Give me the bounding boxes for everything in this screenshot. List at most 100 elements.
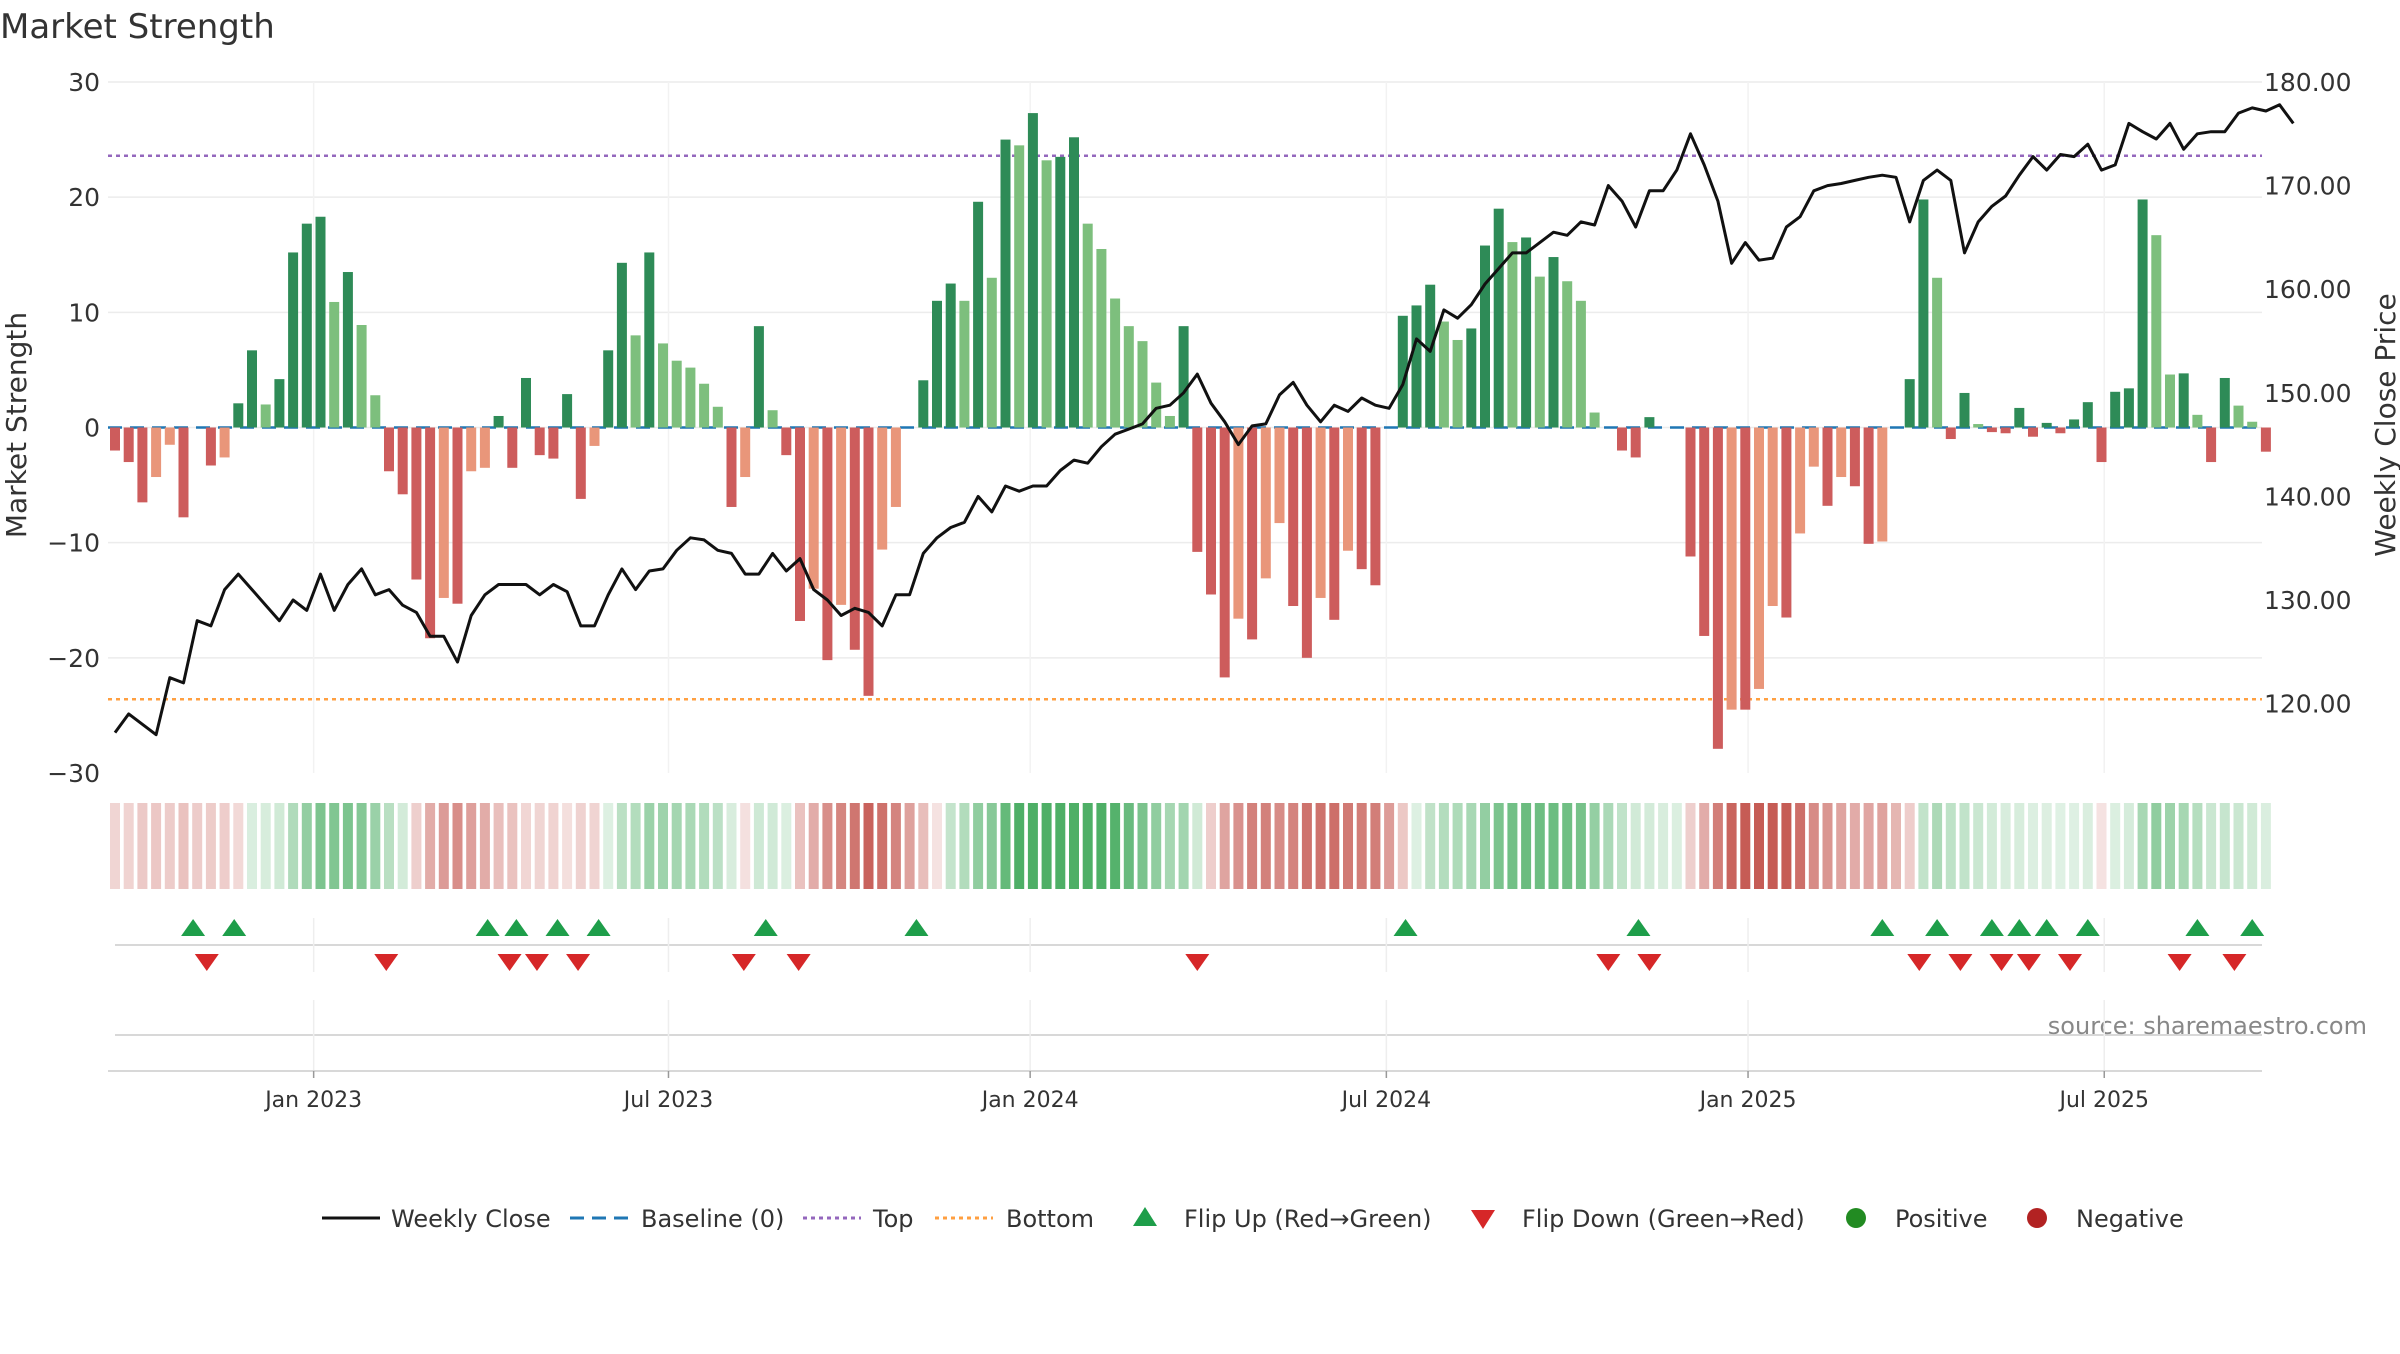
- heat-cell: [1712, 803, 1723, 889]
- heat-cell: [1480, 803, 1490, 889]
- strength-bar: [110, 427, 120, 451]
- heat-cell: [1288, 803, 1299, 889]
- strength-bar: [397, 427, 408, 495]
- strength-bar: [315, 216, 326, 428]
- heat-cell: [712, 803, 723, 889]
- strength-bar: [452, 427, 463, 604]
- heat-cell: [1986, 803, 1997, 889]
- heat-cell: [1452, 803, 1463, 889]
- heat-cell: [288, 803, 299, 889]
- flip-down-marker: [1596, 954, 1621, 971]
- flip-down-marker: [2167, 954, 2192, 971]
- strength-bar: [1123, 326, 1134, 428]
- strength-bar: [1027, 113, 1038, 428]
- strength-bar: [178, 427, 189, 518]
- heat-cell: [1206, 803, 1216, 889]
- axes: Market Strength Weekly Close Price 30 20 1…: [0, 68, 2400, 788]
- flip-up-marker: [2075, 919, 2100, 936]
- legend-positive: Positive: [1846, 1205, 1988, 1233]
- strength-bar: [151, 427, 162, 478]
- flip-up-marker: [2185, 919, 2210, 936]
- strength-bar: [2206, 427, 2217, 463]
- strength-bar: [603, 350, 614, 428]
- heat-cell: [918, 803, 929, 889]
- heat-cell: [137, 803, 148, 889]
- heat-cell: [1370, 803, 1381, 889]
- y-tick-label: 10: [68, 298, 100, 327]
- strength-bar: [781, 427, 792, 456]
- heat-cell: [1781, 803, 1792, 889]
- strength-bar: [973, 201, 984, 428]
- heat-cell: [1795, 803, 1806, 889]
- heat-cell: [1671, 803, 1682, 889]
- strength-bar: [1712, 427, 1723, 749]
- flip-down-marker: [786, 954, 811, 971]
- x-tick-label: Jul 2024: [1340, 1088, 1432, 1113]
- legend: Weekly Close Baseline (0) Top Bottom Fli…: [322, 1205, 2184, 1233]
- heat-cell: [1877, 803, 1888, 889]
- flip-down-marker: [2222, 954, 2247, 971]
- strength-bar: [877, 427, 888, 550]
- heat-cell: [849, 803, 860, 889]
- heat-cell: [1000, 803, 1011, 889]
- heat-cell: [644, 803, 655, 889]
- heat-cell: [1301, 803, 1312, 889]
- heat-cell: [521, 803, 531, 889]
- legend-bottom: Bottom: [935, 1205, 1094, 1233]
- strength-bar: [1507, 242, 1518, 428]
- heat-cell: [959, 803, 970, 889]
- y-tick-label: −30: [47, 759, 100, 788]
- legend-baseline-label: Baseline (0): [641, 1205, 784, 1233]
- heat-cell: [1411, 803, 1422, 889]
- heat-cell: [740, 803, 751, 889]
- heat-cell: [1438, 803, 1449, 889]
- y2-tick-label: 120.00: [2264, 690, 2351, 719]
- strength-bar: [2247, 421, 2258, 428]
- strength-bar: [1836, 427, 1847, 478]
- strength-heat-strip: [110, 803, 2271, 889]
- strength-bar: [1219, 427, 1230, 678]
- heat-cell: [575, 803, 586, 889]
- flip-down-marker: [497, 954, 522, 971]
- strength-bar: [740, 427, 751, 478]
- heat-cell: [2260, 803, 2271, 889]
- legend-positive-label: Positive: [1895, 1205, 1988, 1233]
- strength-bar: [534, 427, 545, 456]
- strength-bar: [1808, 427, 1819, 467]
- heat-cell: [425, 803, 436, 889]
- strength-bar: [219, 427, 230, 458]
- legend-flip-down: Flip Down (Green→Red): [1471, 1205, 1805, 1233]
- heat-cell: [1192, 803, 1203, 889]
- heat-cell: [1644, 803, 1655, 889]
- heat-cell: [1534, 803, 1545, 889]
- strength-bar: [1356, 427, 1367, 570]
- strength-bar: [1274, 427, 1285, 524]
- strength-bar: [671, 360, 682, 428]
- heat-cell: [1247, 803, 1258, 889]
- heat-cell: [1699, 803, 1710, 889]
- heat-cell: [2151, 803, 2162, 889]
- heat-cell: [1356, 803, 1367, 889]
- heat-cell: [260, 803, 271, 889]
- strength-bar: [1480, 245, 1490, 428]
- strength-bar: [288, 252, 299, 428]
- heat-cell: [836, 803, 847, 889]
- strength-bar: [137, 427, 148, 503]
- strength-bar: [1137, 341, 1148, 428]
- heat-cell: [1685, 803, 1696, 889]
- strength-bar: [123, 427, 134, 463]
- strength-bar: [466, 427, 477, 472]
- heat-cell: [1630, 803, 1641, 889]
- heat-cell: [1493, 803, 1504, 889]
- strength-bar: [301, 223, 312, 428]
- strength-bar: [1959, 392, 1970, 428]
- strength-bar: [1822, 427, 1833, 506]
- heat-cell: [1589, 803, 1600, 889]
- strength-bar: [726, 427, 737, 507]
- heat-cell: [1507, 803, 1518, 889]
- heat-cell: [233, 803, 244, 889]
- strength-bar: [1110, 298, 1121, 428]
- flip-up-marker: [1925, 919, 1950, 936]
- strength-bar: [233, 403, 244, 428]
- strength-bar: [2260, 427, 2271, 452]
